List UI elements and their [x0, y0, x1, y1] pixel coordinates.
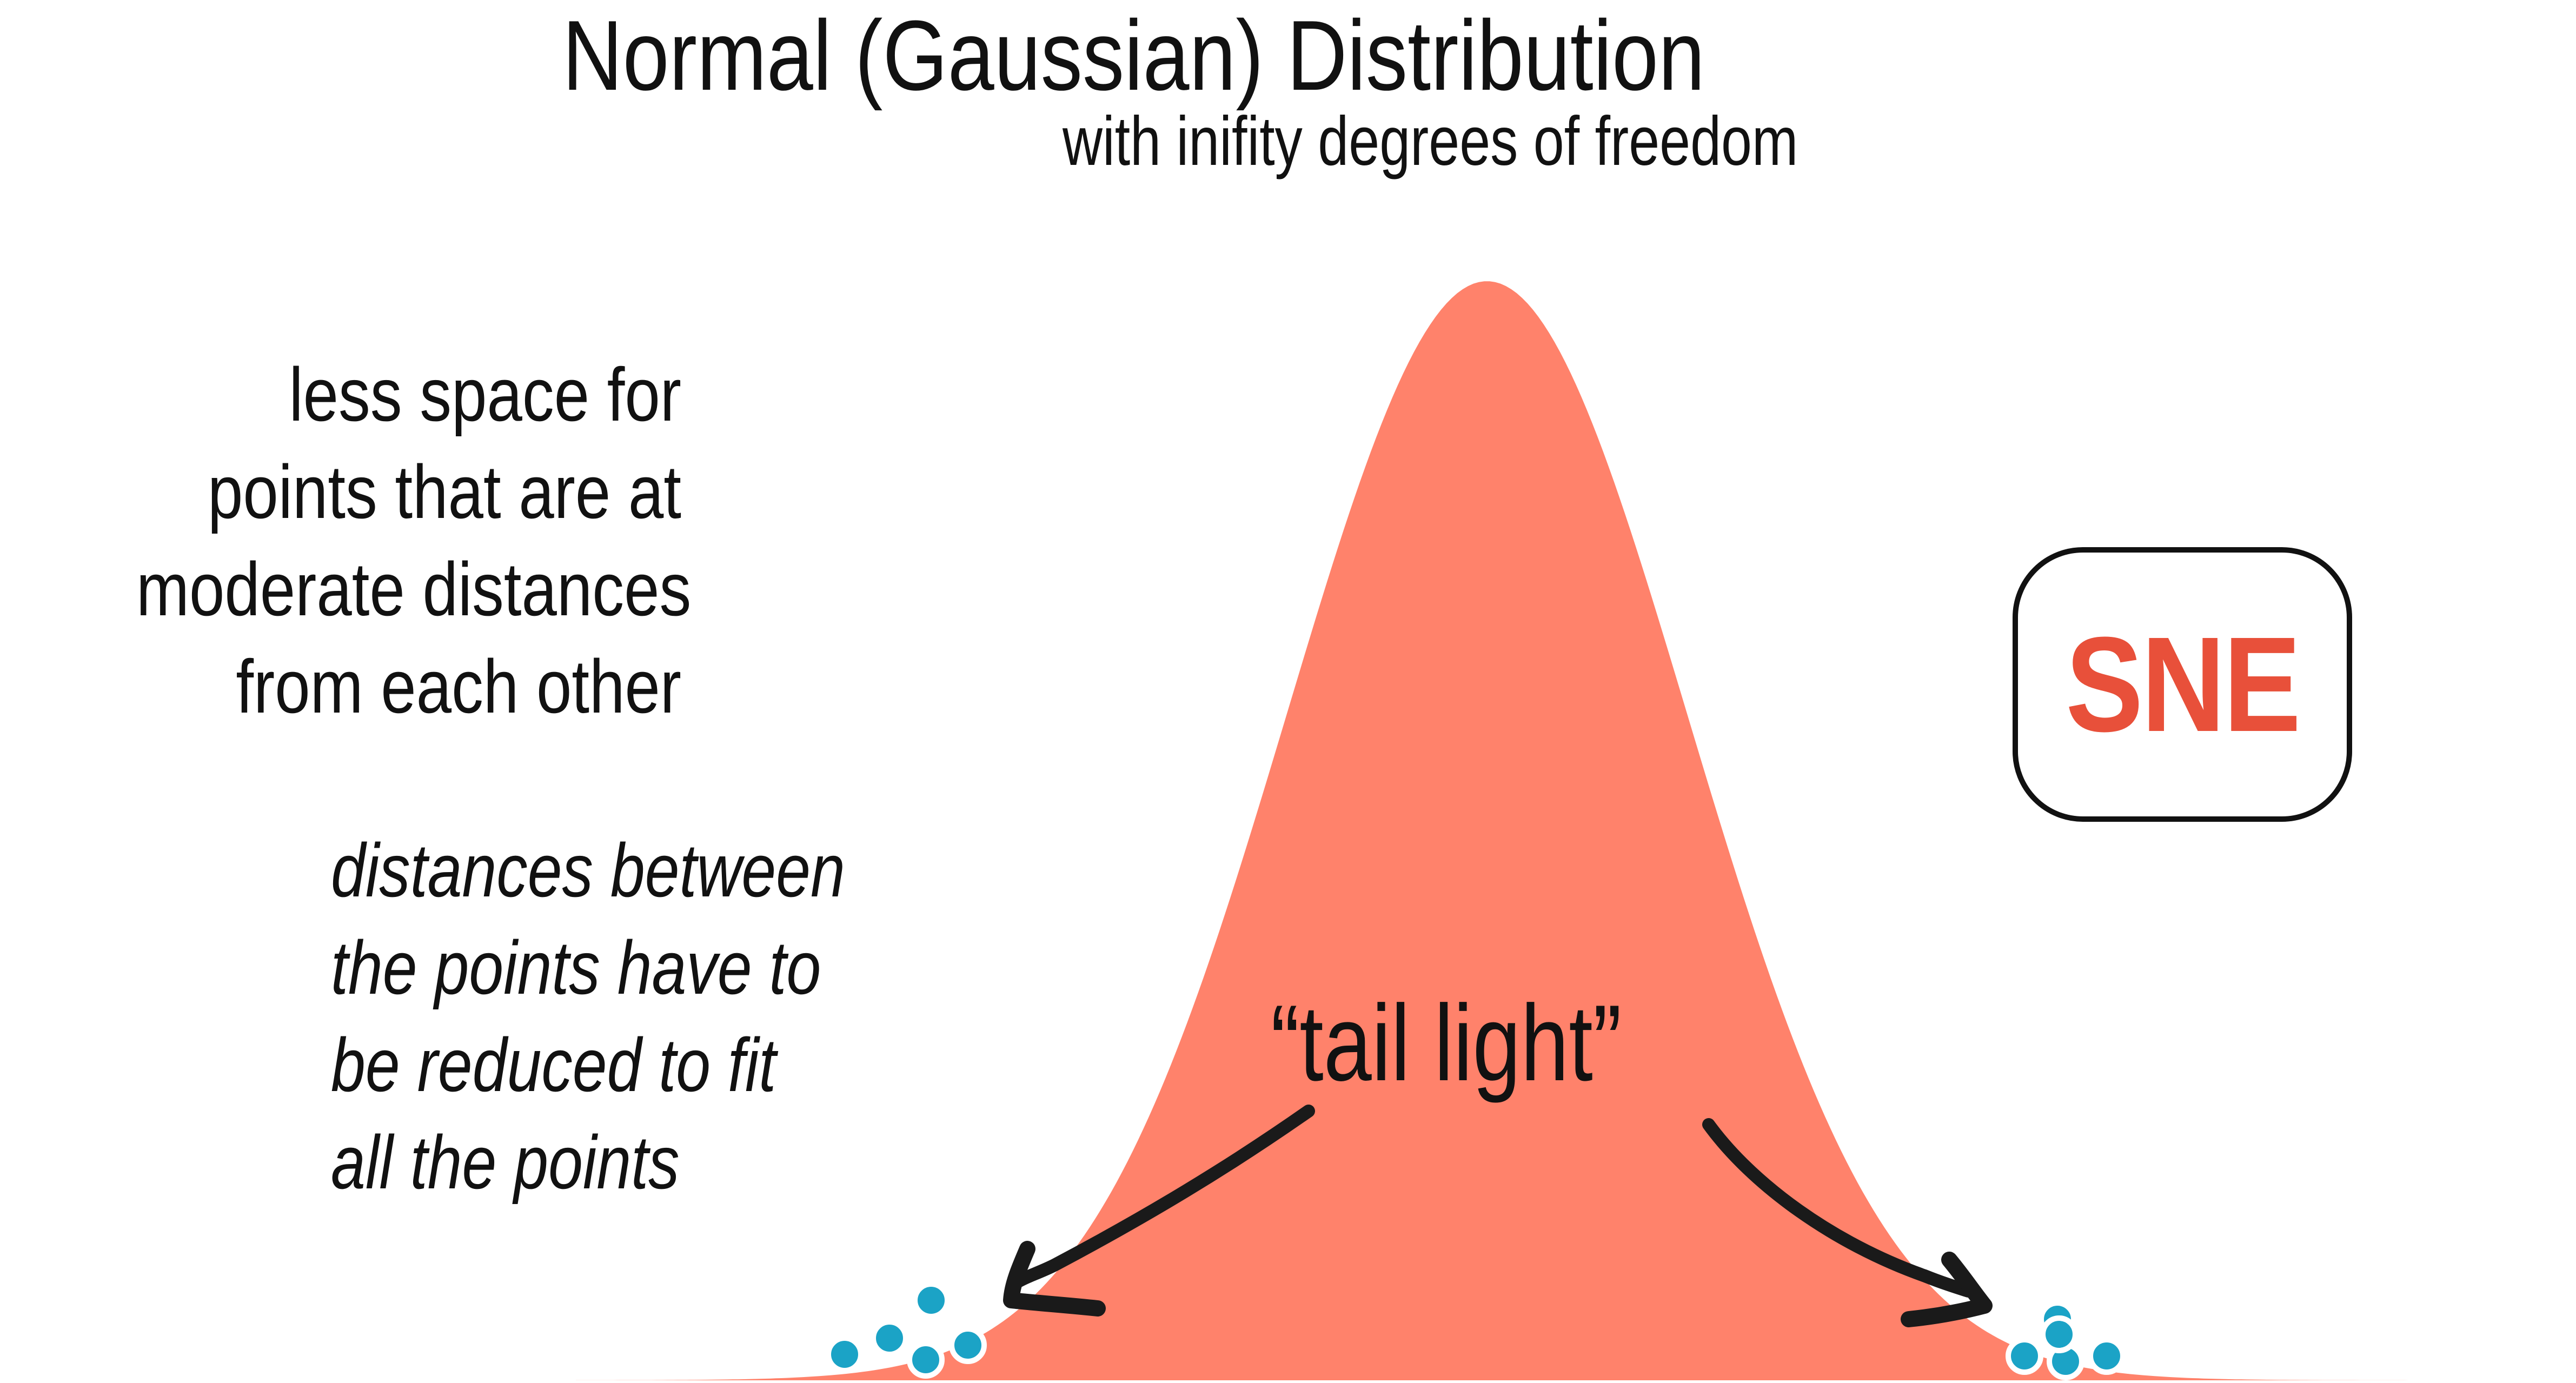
data-point	[912, 1281, 950, 1319]
italic-annotation: distances between the points have to be …	[331, 822, 845, 1211]
data-point	[907, 1341, 945, 1379]
data-point	[2040, 1315, 2078, 1353]
data-point	[826, 1335, 864, 1373]
data-point	[949, 1326, 987, 1364]
data-point	[2088, 1337, 2126, 1375]
diagram-subtitle: with inifity degrees of freedom	[1063, 103, 1798, 180]
data-point	[871, 1319, 908, 1357]
tail-light-label: “tail light”	[1271, 983, 1622, 1103]
sne-badge-label: SNE	[2066, 609, 2301, 760]
left-annotation-line: less space for	[289, 352, 681, 437]
right-curved-arrow-icon	[1702, 1118, 1993, 1327]
right-point-cluster	[2006, 1300, 2126, 1380]
italic-annotation-line: distances between	[331, 828, 845, 913]
left-annotation-line: from each other	[236, 644, 681, 729]
left-curved-arrow-icon	[1003, 1105, 1315, 1316]
left-annotation-line: moderate distances	[136, 547, 692, 631]
diagram-title: Normal (Gaussian) Distribution	[562, 0, 1705, 111]
sne-badge: SNE	[2013, 547, 2352, 822]
left-point-cluster	[826, 1281, 987, 1379]
left-annotation: less space for points that are at modera…	[136, 346, 692, 735]
left-annotation-line: points that are at	[207, 449, 681, 534]
italic-annotation-line: the points have to	[331, 925, 821, 1010]
data-point	[2006, 1337, 2043, 1375]
italic-annotation-line: all the points	[331, 1120, 680, 1205]
bell-curve	[576, 281, 2576, 1381]
italic-annotation-line: be reduced to fit	[331, 1022, 776, 1107]
